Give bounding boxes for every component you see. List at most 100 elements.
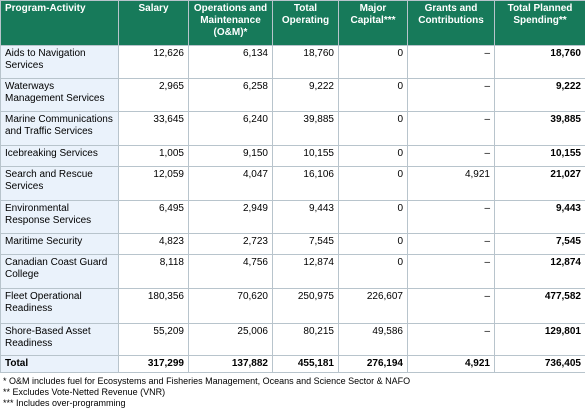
table-cell: 7,545	[272, 233, 339, 255]
table-cell: 6,240	[188, 111, 273, 146]
table-cell: –	[407, 288, 495, 324]
footnote: *** Includes over-programming	[3, 398, 126, 408]
table-cell: –	[407, 323, 495, 356]
table-row: Aids to Navigation Services 12,626 6,134 18…	[0, 45, 585, 79]
table-row: Maritime Security 4,823 2,723 7,545 0–7,545	[0, 233, 585, 255]
table-cell: 4,921	[407, 166, 495, 201]
footnotes: * O&M includes fuel for Ecosystems and F…	[0, 373, 585, 409]
header-row: Program-Activity Salary Operations and Mai…	[0, 0, 585, 46]
table-cell: Shore-Based Asset Readiness	[0, 323, 119, 356]
table-cell: 0	[338, 233, 408, 255]
header-cell: Total Planned Spending**	[494, 0, 585, 46]
table-cell: 0	[338, 145, 408, 167]
table-cell: 7,545	[494, 233, 585, 255]
table-cell: Total	[0, 355, 119, 373]
table-cell: Environmental Response Services	[0, 200, 119, 234]
table-cell: 9,443	[494, 200, 585, 234]
table-cell: 180,356	[118, 288, 189, 324]
table-cell: 9,222	[494, 78, 585, 112]
table-cell: 8,118	[118, 254, 189, 289]
table-row: Total 317,299 137,882 455,181 276,194 4,921 73…	[0, 355, 585, 373]
table-row: Waterways Management Services 2,965 6,258 9…	[0, 78, 585, 112]
table-cell: –	[407, 233, 495, 255]
table-cell: 70,620	[188, 288, 273, 324]
table-row: Canadian Coast Guard College 8,118 4,756 12…	[0, 254, 585, 289]
header-cell: Total Operating	[272, 0, 339, 46]
table-cell: 276,194	[338, 355, 408, 373]
table-cell: 39,885	[494, 111, 585, 146]
table-cell: 80,215	[272, 323, 339, 356]
table-cell: 4,756	[188, 254, 273, 289]
table-cell: –	[407, 145, 495, 167]
table-cell: 6,258	[188, 78, 273, 112]
table-row: Fleet Operational Readiness 180,356 70,620…	[0, 288, 585, 324]
table-cell: 10,155	[272, 145, 339, 167]
table-cell: 6,134	[188, 45, 273, 79]
table-cell: 12,874	[272, 254, 339, 289]
table-row: Icebreaking Services 1,005 9,150 10,155 0–10…	[0, 145, 585, 167]
table-cell: 9,222	[272, 78, 339, 112]
table-cell: 477,582	[494, 288, 585, 324]
table-cell: Search and Rescue Services	[0, 166, 119, 201]
header-cell: Program-Activity	[0, 0, 119, 46]
table-cell: 16,106	[272, 166, 339, 201]
header-cell: Major Capital***	[338, 0, 408, 46]
table-cell: 226,607	[338, 288, 408, 324]
table-cell: 0	[338, 45, 408, 79]
table-cell: 736,405	[494, 355, 585, 373]
table-cell: 137,882	[188, 355, 273, 373]
table-cell: 2,965	[118, 78, 189, 112]
table-cell: 2,723	[188, 233, 273, 255]
table-cell: Aids to Navigation Services	[0, 45, 119, 79]
table-cell: 39,885	[272, 111, 339, 146]
table-cell: 0	[338, 254, 408, 289]
header-cell: Grants and Contributions	[407, 0, 495, 46]
table-cell: 1,005	[118, 145, 189, 167]
table-cell: 129,801	[494, 323, 585, 356]
table-cell: Maritime Security	[0, 233, 119, 255]
table-cell: 2,949	[188, 200, 273, 234]
table-cell: Fleet Operational Readiness	[0, 288, 119, 324]
table-cell: 18,760	[272, 45, 339, 79]
spending-table: Program-Activity Salary Operations and Mai…	[0, 0, 585, 373]
table-cell: 49,586	[338, 323, 408, 356]
table-cell: Waterways Management Services	[0, 78, 119, 112]
table-cell: 0	[338, 111, 408, 146]
table-cell: –	[407, 200, 495, 234]
table-row: Shore-Based Asset Readiness 55,209 25,006 8…	[0, 323, 585, 356]
table-cell: 0	[338, 166, 408, 201]
table-cell: 12,059	[118, 166, 189, 201]
table-cell: –	[407, 111, 495, 146]
header-cell: Operations and Maintenance (O&M)*	[188, 0, 273, 46]
table-cell: 12,874	[494, 254, 585, 289]
table-cell: 4,047	[188, 166, 273, 201]
table-cell: 6,495	[118, 200, 189, 234]
table-row: Search and Rescue Services 12,059 4,047 16,…	[0, 166, 585, 201]
table-cell: 4,823	[118, 233, 189, 255]
table-cell: 4,921	[407, 355, 495, 373]
table-cell: Icebreaking Services	[0, 145, 119, 167]
table-cell: 25,006	[188, 323, 273, 356]
table-cell: –	[407, 45, 495, 79]
table-cell: 55,209	[118, 323, 189, 356]
header-cell: Salary	[118, 0, 189, 46]
table-cell: 9,443	[272, 200, 339, 234]
footnote: * O&M includes fuel for Ecosystems and F…	[3, 376, 411, 386]
table-cell: –	[407, 254, 495, 289]
table-cell: 0	[338, 200, 408, 234]
table-cell: 250,975	[272, 288, 339, 324]
table-cell: –	[407, 78, 495, 112]
table-cell: 12,626	[118, 45, 189, 79]
table-cell: 0	[338, 78, 408, 112]
table-cell: Canadian Coast Guard College	[0, 254, 119, 289]
table-cell: 9,150	[188, 145, 273, 167]
table-cell: 10,155	[494, 145, 585, 167]
table-row: Environmental Response Services 6,495 2,94…	[0, 200, 585, 234]
footnote: ** Excludes Vote-Netted Revenue (VNR)	[3, 387, 166, 397]
table-cell: 33,645	[118, 111, 189, 146]
table-cell: Marine Communications and Traffic Servic…	[0, 111, 119, 146]
table-cell: 455,181	[272, 355, 339, 373]
table-row: Marine Communications and Traffic Servic…	[0, 111, 585, 146]
table-cell: 317,299	[118, 355, 189, 373]
table-cell: 21,027	[494, 166, 585, 201]
